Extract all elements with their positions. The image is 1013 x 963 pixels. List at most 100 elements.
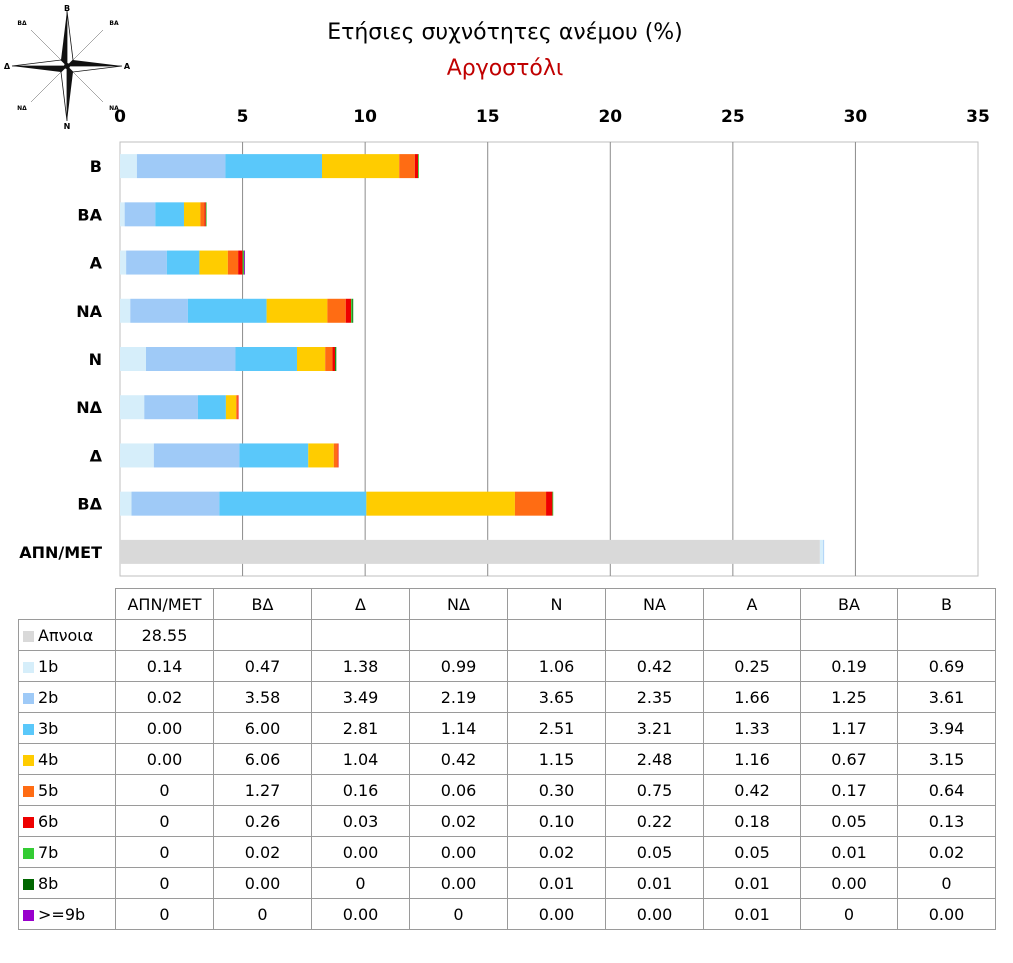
- table-header-cell: Δ: [311, 588, 410, 620]
- table-header-cell: Α: [703, 588, 801, 620]
- data-table: ΑΠΝ/ΜΕΤ ΒΔ Δ ΝΔ Ν ΝΑ Α ΒΑ Β Απνοια 28.55 1…: [18, 588, 996, 930]
- table-cell: 0.02: [115, 681, 214, 713]
- legend-label: 4b: [38, 749, 59, 769]
- bar-segment: [199, 250, 228, 275]
- compass-label-east: Α: [124, 62, 130, 71]
- table-cell: 0.10: [507, 805, 606, 837]
- table-cell: 0.14: [115, 650, 214, 682]
- bar-segment: [351, 298, 353, 323]
- bar-segment: [235, 347, 297, 371]
- bar-segment: [244, 250, 245, 275]
- table-row-label: 4b: [18, 743, 116, 775]
- table-cell: 0.02: [213, 836, 312, 868]
- compass-label-northeast: ΒΑ: [109, 20, 119, 27]
- table-cell: 0: [115, 867, 214, 899]
- legend-label: Απνοια: [38, 625, 94, 645]
- table-cell: 1.27: [213, 774, 312, 806]
- x-tick-label: 5: [237, 107, 249, 127]
- table-row-label: Απνοια: [18, 619, 116, 651]
- table-corner-cell: [18, 588, 116, 620]
- table-cell: [213, 619, 312, 651]
- legend-swatch: [23, 878, 34, 890]
- table-cell: 0.00: [115, 743, 214, 775]
- bar-segment: [823, 539, 825, 564]
- bar-segment: [120, 539, 820, 564]
- table-row: Απνοια 28.55: [18, 619, 996, 651]
- bar-segment: [237, 395, 239, 420]
- bar-segment: [200, 202, 205, 227]
- table-cell: 0.00: [409, 867, 508, 899]
- table-cell: 0: [115, 805, 214, 837]
- compass-label-north: Β: [64, 4, 70, 13]
- y-category-label: ΑΠΝ/ΜΕΤ: [19, 543, 102, 562]
- table-row-label: 8b: [18, 867, 116, 899]
- table-cell: 0.42: [605, 650, 704, 682]
- bar-segment: [418, 154, 419, 179]
- table-cell: [800, 619, 898, 651]
- bar-segment: [120, 443, 154, 468]
- table-cell: 0: [115, 836, 214, 868]
- bar-segment: [352, 298, 354, 323]
- table-cell: 0.00: [897, 898, 996, 930]
- legend-label: >=9b: [38, 904, 86, 924]
- table-row: 3b 0.00 6.00 2.81 1.14 2.51 3.21 1.33 1.17 3.94: [18, 712, 996, 744]
- table-cell: 1.16: [703, 743, 801, 775]
- legend-label: 2b: [38, 687, 59, 707]
- table-cell: 0.05: [605, 836, 704, 868]
- table-cell: 3.58: [213, 681, 312, 713]
- chart-title: Ετήσιες συχνότητες ανέμου (%): [327, 20, 683, 45]
- x-tick-label: 35: [966, 107, 990, 127]
- bar-segment: [120, 395, 145, 420]
- bar-segment: [205, 202, 207, 227]
- table-header-cell: Β: [897, 588, 996, 620]
- bar-segment: [414, 154, 419, 179]
- table-cell: 0.00: [800, 867, 898, 899]
- bar-segment: [145, 347, 236, 371]
- table-cell: 2.35: [605, 681, 704, 713]
- table-row: 5b 0 1.27 0.16 0.06 0.30 0.75 0.42 0.17 0.64: [18, 774, 996, 806]
- table-cell: 0.02: [897, 836, 996, 868]
- table-cell: 2.51: [507, 712, 606, 744]
- bar-segment: [345, 298, 352, 323]
- bar-segment: [227, 250, 239, 275]
- table-cell: 0.00: [213, 867, 312, 899]
- table-cell: 0.17: [800, 774, 898, 806]
- bar-segment: [204, 202, 206, 227]
- table-cell: 0.03: [311, 805, 410, 837]
- table-row-label: 1b: [18, 650, 116, 682]
- bar-segment: [332, 347, 335, 371]
- bar-segment: [399, 154, 415, 179]
- bar-segment: [153, 443, 240, 468]
- table-cell: 0.02: [507, 836, 606, 868]
- table-row-label: 2b: [18, 681, 116, 713]
- bar-segment: [335, 347, 337, 371]
- bar-segment: [120, 250, 127, 275]
- x-tick-label: 15: [476, 107, 500, 127]
- bar-segment: [366, 491, 515, 516]
- table-cell: 0.00: [311, 836, 410, 868]
- bar-segment: [236, 395, 238, 420]
- x-tick-label: 0: [114, 107, 126, 127]
- table-cell: 3.65: [507, 681, 606, 713]
- table-cell: 0.13: [897, 805, 996, 837]
- table-row-label: 5b: [18, 774, 116, 806]
- table-cell: 1.14: [409, 712, 508, 744]
- table-cell: 0.06: [409, 774, 508, 806]
- table-cell: 3.94: [897, 712, 996, 744]
- bar-segment: [126, 250, 167, 275]
- bar-segment: [514, 491, 547, 516]
- legend-swatch: [23, 816, 34, 828]
- bar-segment: [131, 491, 220, 516]
- bar-segment: [144, 395, 198, 420]
- table-cell: 1.38: [311, 650, 410, 682]
- bar-segment: [120, 491, 132, 516]
- table-cell: 0: [213, 898, 312, 930]
- table-cell: 28.55: [115, 619, 214, 651]
- table-cell: 1.15: [507, 743, 606, 775]
- table-cell: 0.00: [115, 712, 214, 744]
- x-tick-label: 25: [721, 107, 745, 127]
- table-row-label: 6b: [18, 805, 116, 837]
- table-cell: 0.01: [800, 836, 898, 868]
- compass-label-northwest: ΒΔ: [17, 20, 27, 27]
- table-cell: 0.42: [409, 743, 508, 775]
